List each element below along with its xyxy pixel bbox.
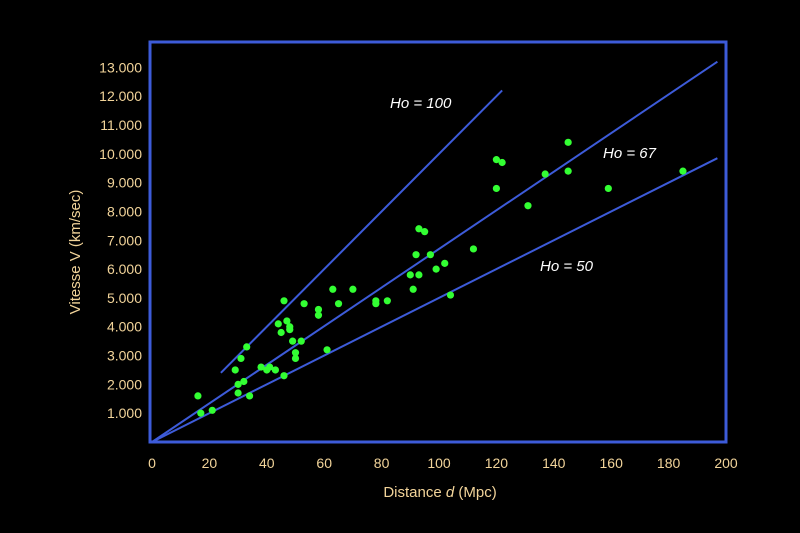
data-point (243, 343, 251, 351)
data-point (277, 328, 285, 337)
data-point (234, 389, 242, 397)
data-point (231, 366, 239, 374)
data-point (257, 363, 265, 371)
x-axis-title: Distance d (Mpc) (383, 484, 496, 501)
y-tick-label: 6.000 (107, 261, 142, 277)
data-point (237, 354, 245, 363)
data-point (274, 320, 282, 328)
data-point (280, 297, 288, 305)
x-tick-label: 80 (374, 455, 390, 471)
data-point (297, 337, 305, 345)
data-point (372, 300, 380, 308)
data-point (446, 291, 455, 299)
y-tick-label: 13.000 (99, 59, 142, 75)
data-point (289, 337, 297, 345)
y-tick-label: 9.000 (107, 175, 142, 191)
x-tick-label: 200 (714, 455, 738, 471)
data-point (245, 392, 254, 400)
data-point (564, 138, 572, 146)
x-tick-label: 20 (202, 455, 218, 471)
y-axis-ticks: 1.000 2.000 3.000 4.000 5.000 6.000 7.000 8.000… (99, 59, 142, 421)
y-tick-label: 5.000 (107, 290, 142, 306)
line-h0-50 (151, 157, 718, 443)
data-point (679, 167, 687, 175)
data-point (208, 406, 216, 414)
data-point (240, 377, 248, 386)
data-point (194, 392, 202, 400)
data-point (280, 372, 288, 380)
data-point (412, 251, 420, 259)
x-tick-label: 160 (600, 455, 624, 471)
y-axis-title: Vitesse V (km/sec) (67, 190, 84, 315)
y-tick-label: 7.000 (107, 232, 142, 248)
data-point (291, 354, 300, 363)
data-point (234, 380, 242, 388)
x-axis-ticks: 0 20 40 60 80 100 120 140 160 180 200 (148, 455, 738, 471)
line-h0-67 (151, 60, 718, 443)
label-h0-100: Ho = 100 (390, 95, 452, 112)
plot-frame (148, 40, 728, 444)
y-tick-label: 1.000 (107, 405, 142, 421)
data-point (271, 366, 280, 374)
data-point (541, 170, 549, 178)
data-point (383, 297, 391, 305)
y-tick-label: 10.000 (99, 146, 142, 162)
data-point (421, 228, 429, 236)
data-point (286, 323, 294, 331)
data-point (266, 363, 274, 371)
data-point (432, 265, 440, 273)
data-points (194, 138, 687, 417)
data-point (415, 225, 423, 233)
y-tick-label: 3.000 (107, 348, 142, 364)
x-tick-label: 180 (657, 455, 681, 471)
data-point (498, 158, 506, 167)
data-point (283, 317, 291, 325)
line-h0-100 (220, 89, 503, 374)
y-tick-label: 12.000 (99, 88, 142, 104)
data-point (524, 202, 532, 210)
y-tick-label: 8.000 (107, 203, 142, 219)
data-point (314, 311, 323, 319)
data-point (492, 156, 500, 164)
x-tick-label: 140 (542, 455, 566, 471)
y-tick-label: 11.000 (100, 117, 142, 133)
data-point (564, 167, 572, 175)
data-point (349, 285, 357, 293)
x-tick-label: 0 (148, 455, 156, 471)
data-point (323, 346, 331, 354)
y-tick-label: 4.000 (107, 319, 142, 335)
y-tick-label: 2.000 (107, 376, 142, 392)
data-point (492, 184, 500, 193)
data-point (426, 251, 434, 259)
data-point (604, 184, 612, 193)
data-point (469, 245, 478, 253)
label-h0-67: Ho = 67 (603, 145, 657, 162)
data-point (334, 300, 343, 308)
x-tick-label: 100 (427, 455, 451, 471)
data-point (409, 285, 417, 293)
data-point (314, 305, 323, 314)
data-point (406, 271, 414, 279)
label-h0-50: Ho = 50 (540, 258, 594, 275)
data-point (441, 259, 449, 267)
line-labels: Ho = 100 Ho = 67 Ho = 50 (390, 95, 657, 275)
data-point (300, 300, 308, 308)
x-tick-label: 40 (259, 455, 275, 471)
data-point (197, 409, 205, 417)
x-tick-label: 120 (485, 455, 509, 471)
x-tick-label: 60 (316, 455, 332, 471)
data-point (415, 271, 423, 279)
data-point (329, 285, 337, 293)
data-point (291, 349, 300, 357)
